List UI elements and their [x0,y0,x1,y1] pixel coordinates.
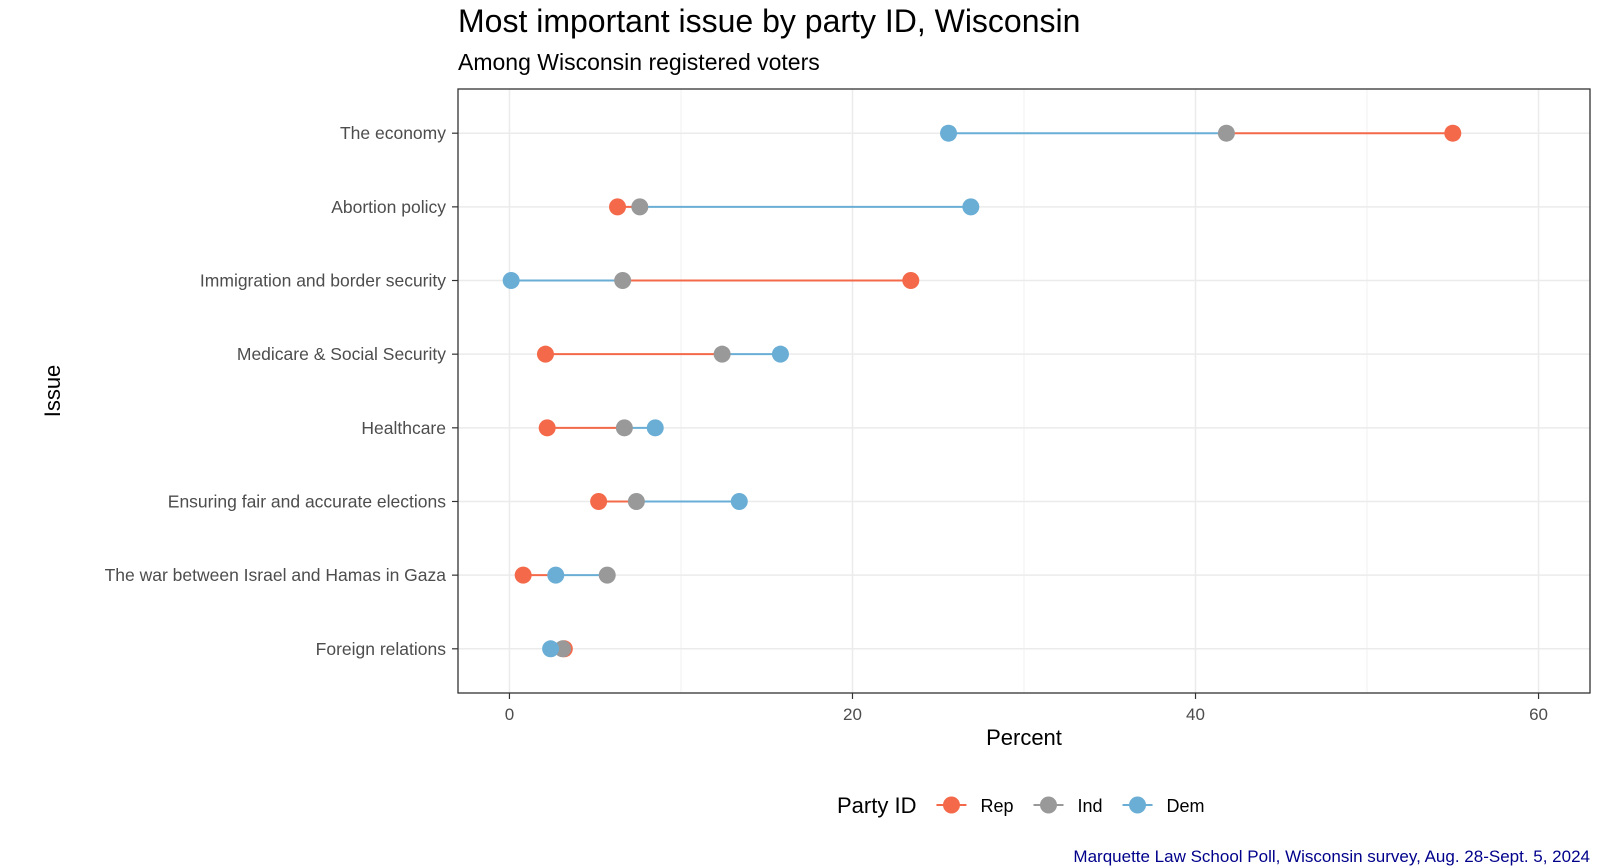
category-label-healthcare: Healthcare [361,418,446,438]
chart-subtitle: Among Wisconsin registered voters [458,49,820,75]
point-ind-the-war-between-israel-and-hamas-in-gaza [598,566,616,584]
point-ind-medicare-and-social-security [713,345,731,363]
grid-minor [680,89,1368,693]
point-ind-ensuring-fair-and-accurate-elections [627,492,645,510]
point-rep-the-war-between-israel-and-hamas-in-gaza [514,566,532,584]
legend-title: Party ID [837,793,916,818]
plot-panel-border [457,88,1591,694]
point-dem-ensuring-fair-and-accurate-elections [730,492,748,510]
category-label-immigration-and-border-security: Immigration and border security [200,271,446,291]
point-rep-abortion-policy [609,198,627,216]
point-ind-healthcare [615,419,633,437]
point-rep-healthcare [538,419,556,437]
chart-title: Most important issue by party ID, Wiscon… [458,3,1080,39]
point-ind-abortion-policy [631,198,649,216]
point-dem-abortion-policy [962,198,980,216]
category-label-ensuring-fair-and-accurate-elections: Ensuring fair and accurate elections [168,491,446,511]
legend-key-point-ind [1040,796,1057,814]
point-rep-the-economy [1444,124,1462,142]
category-label-abortion-policy: Abortion policy [331,197,446,217]
category-label-the-war-between-israel-and-hamas-in-gaza: The war between Israel and Hamas in Gaza [105,565,447,585]
x-axis-title: Percent [986,725,1062,750]
point-dem-the-economy [940,124,958,142]
category-label-medicare-and-social-security: Medicare & Social Security [237,344,446,364]
point-rep-ensuring-fair-and-accurate-elections [590,492,608,510]
legend: Party ID Rep Ind Dem [837,793,1205,818]
legend-key-point-rep [942,796,960,814]
x-tick-label: 60 [1529,705,1548,724]
x-tick-label: 20 [843,705,862,724]
legend-label-ind: Ind [1078,796,1103,816]
point-dem-healthcare [646,419,664,437]
category-label-the-economy: The economy [340,123,446,143]
point-dem-foreign-relations [542,640,560,658]
point-ind-foreign-relations [554,640,572,658]
x-tick-label: 40 [1186,705,1205,724]
x-axis: 0 20 40 60 [505,693,1548,724]
dumbbell-points [502,124,1462,658]
chart-caption: Marquette Law School Poll, Wisconsin sur… [1073,847,1590,866]
x-tick-label: 0 [505,705,514,724]
legend-label-dem: Dem [1167,796,1205,816]
legend-key-point-dem [1129,796,1147,814]
legend-label-rep: Rep [980,796,1013,816]
point-ind-the-economy [1217,124,1235,142]
category-label-foreign-relations: Foreign relations [316,639,447,659]
point-dem-medicare-and-social-security [771,345,789,363]
point-rep-immigration-and-border-security [902,272,920,290]
point-dem-immigration-and-border-security [502,272,520,290]
point-rep-medicare-and-social-security [536,345,554,363]
point-dem-the-war-between-israel-and-hamas-in-gaza [547,566,565,584]
point-ind-immigration-and-border-security [614,272,632,290]
y-axis-title: Issue [40,365,65,418]
y-axis: The economy Abortion policy Immigration an… [105,123,458,659]
